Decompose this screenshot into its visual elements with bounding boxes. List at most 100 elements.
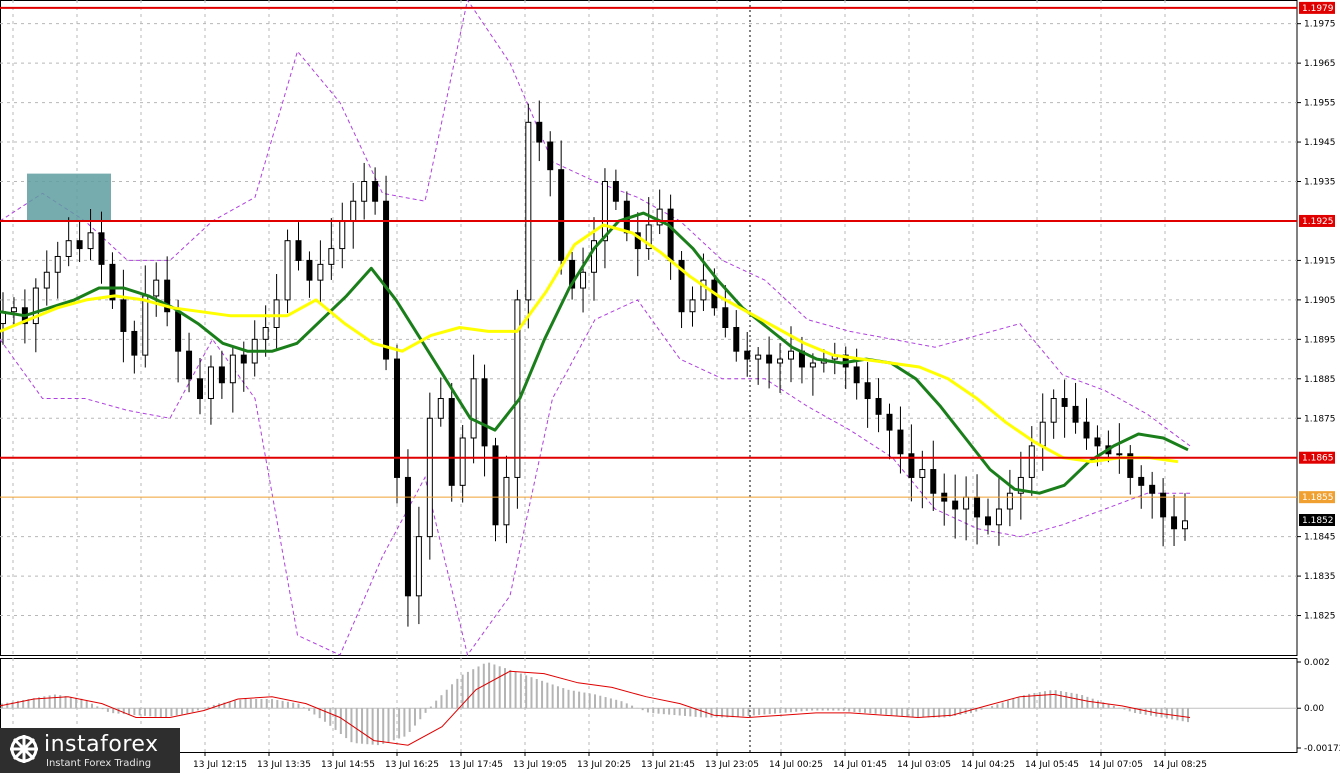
- level-label: 1.1979: [1302, 4, 1334, 14]
- level-label-box: [1299, 491, 1335, 504]
- candle-bearish: [908, 453, 915, 478]
- candle-bullish: [32, 287, 39, 325]
- candle-bearish: [481, 378, 488, 447]
- level-label-box: [1299, 1, 1335, 14]
- osc-tick-label: -0.00172: [1304, 744, 1340, 754]
- x-tick-label: 14 Jul 01:45: [833, 760, 887, 770]
- candle-bearish: [875, 398, 882, 415]
- candle-bullish: [656, 208, 663, 226]
- y-tick-label: 1.1965: [1304, 59, 1336, 69]
- candle-bearish: [1072, 405, 1079, 423]
- candle-bearish: [1138, 476, 1145, 486]
- candle-bearish: [897, 429, 904, 455]
- price-panel-frame: [0, 0, 1298, 656]
- candle-bearish: [383, 200, 390, 360]
- level-label: 1.1855: [1302, 493, 1334, 503]
- y-tick-label: 1.1835: [1304, 572, 1336, 582]
- candle-bullish: [437, 398, 444, 419]
- candle-bearish: [678, 259, 685, 313]
- candle-bullish: [689, 299, 696, 313]
- candle-bearish: [667, 208, 674, 261]
- candle-bullish: [350, 200, 357, 222]
- candle-bearish: [766, 354, 773, 364]
- candle-bullish: [1017, 476, 1024, 494]
- y-tick-label: 1.1975: [1304, 20, 1336, 30]
- moving-average-yellow: [0, 223, 1179, 464]
- osc-tick-label: 0.00: [1304, 704, 1324, 714]
- level-label: 1.1925: [1302, 217, 1334, 227]
- moving-average-green: [0, 211, 1189, 495]
- current-price-box: [1299, 514, 1335, 527]
- grid: [0, 0, 1298, 753]
- y-tick-label: 1.1915: [1304, 256, 1336, 266]
- x-tick-label: 14 Jul 05:45: [1025, 760, 1079, 770]
- candle-bullish: [284, 240, 291, 301]
- candle-bullish: [591, 240, 597, 273]
- logo-name: instaforex: [44, 732, 159, 757]
- candle-bullish: [1050, 398, 1057, 423]
- candle-bearish: [930, 469, 937, 494]
- candle-bearish: [98, 232, 105, 265]
- x-tick-label: 13 Jul 14:55: [321, 760, 375, 770]
- candle-bearish: [164, 279, 171, 313]
- candle-bullish: [10, 307, 17, 313]
- candle-bullish: [229, 354, 236, 384]
- candle-bullish: [426, 417, 433, 538]
- candle-bearish: [492, 445, 499, 526]
- candle-bullish: [919, 469, 926, 478]
- candle-bearish: [974, 496, 981, 518]
- candle-bearish: [886, 413, 893, 431]
- candle-bearish: [1061, 398, 1068, 407]
- candle-bearish: [547, 141, 554, 171]
- candle-bullish: [415, 536, 422, 597]
- candle-bearish: [404, 476, 411, 597]
- candle-bearish: [733, 327, 740, 352]
- x-tick-label: 13 Jul 23:05: [705, 760, 759, 770]
- x-tick-label: 13 Jul 20:25: [577, 760, 631, 770]
- x-tick-label: 14 Jul 04:25: [961, 760, 1015, 770]
- candle-bullish: [525, 121, 532, 301]
- candle-bullish: [54, 255, 61, 273]
- candle-bearish: [120, 299, 127, 332]
- horizontal-levels: 1.1979 1.1925 1.1865 1.1855 1.1852: [0, 1, 1335, 527]
- envelope-upper-band: [0, 0, 1191, 447]
- candle-bearish: [536, 121, 543, 143]
- candle-bullish: [262, 327, 269, 340]
- x-tick-label: 13 Jul 16:25: [385, 760, 439, 770]
- osc-tick-label: 0.002: [1304, 658, 1330, 668]
- envelope-lower-band: [0, 299, 1190, 657]
- candle-bearish: [558, 169, 565, 261]
- x-tick-label: 14 Jul 07:05: [1089, 760, 1143, 770]
- candle-bearish: [186, 350, 193, 380]
- level-label-box: [1299, 451, 1335, 464]
- candle-bullish: [809, 362, 816, 368]
- candle-bearish: [1083, 421, 1090, 439]
- candle-bearish: [131, 330, 138, 356]
- candle-bearish: [612, 181, 619, 202]
- candle-bullish: [963, 496, 970, 510]
- candle-bullish: [503, 476, 510, 526]
- y-tick-label: 1.1875: [1304, 414, 1336, 424]
- candle-bearish: [985, 516, 991, 526]
- x-tick-label: 14 Jul 03:05: [897, 760, 951, 770]
- candle-bullish: [1006, 492, 1013, 510]
- candle-bullish: [459, 437, 466, 486]
- candle-bearish: [722, 307, 729, 329]
- candle-bullish: [87, 232, 94, 250]
- y-tick-label: 1.1885: [1304, 375, 1336, 385]
- candle-bullish: [580, 271, 587, 289]
- candle-bullish: [361, 181, 368, 202]
- x-tick-label: 13 Jul 19:05: [513, 760, 567, 770]
- candle-bullish: [514, 299, 521, 478]
- candle-bullish: [700, 279, 707, 301]
- x-tick-label: 14 Jul 00:25: [769, 760, 823, 770]
- candle-bearish: [744, 350, 751, 360]
- candle-bullish: [788, 350, 794, 360]
- x-tick-label: 13 Jul 12:15: [193, 760, 247, 770]
- candle-bullish: [1116, 453, 1123, 456]
- y-tick-label: 1.1895: [1304, 335, 1336, 345]
- candle-bullish: [1028, 445, 1035, 478]
- candle-bullish: [601, 181, 608, 242]
- candle-bearish: [1171, 516, 1178, 530]
